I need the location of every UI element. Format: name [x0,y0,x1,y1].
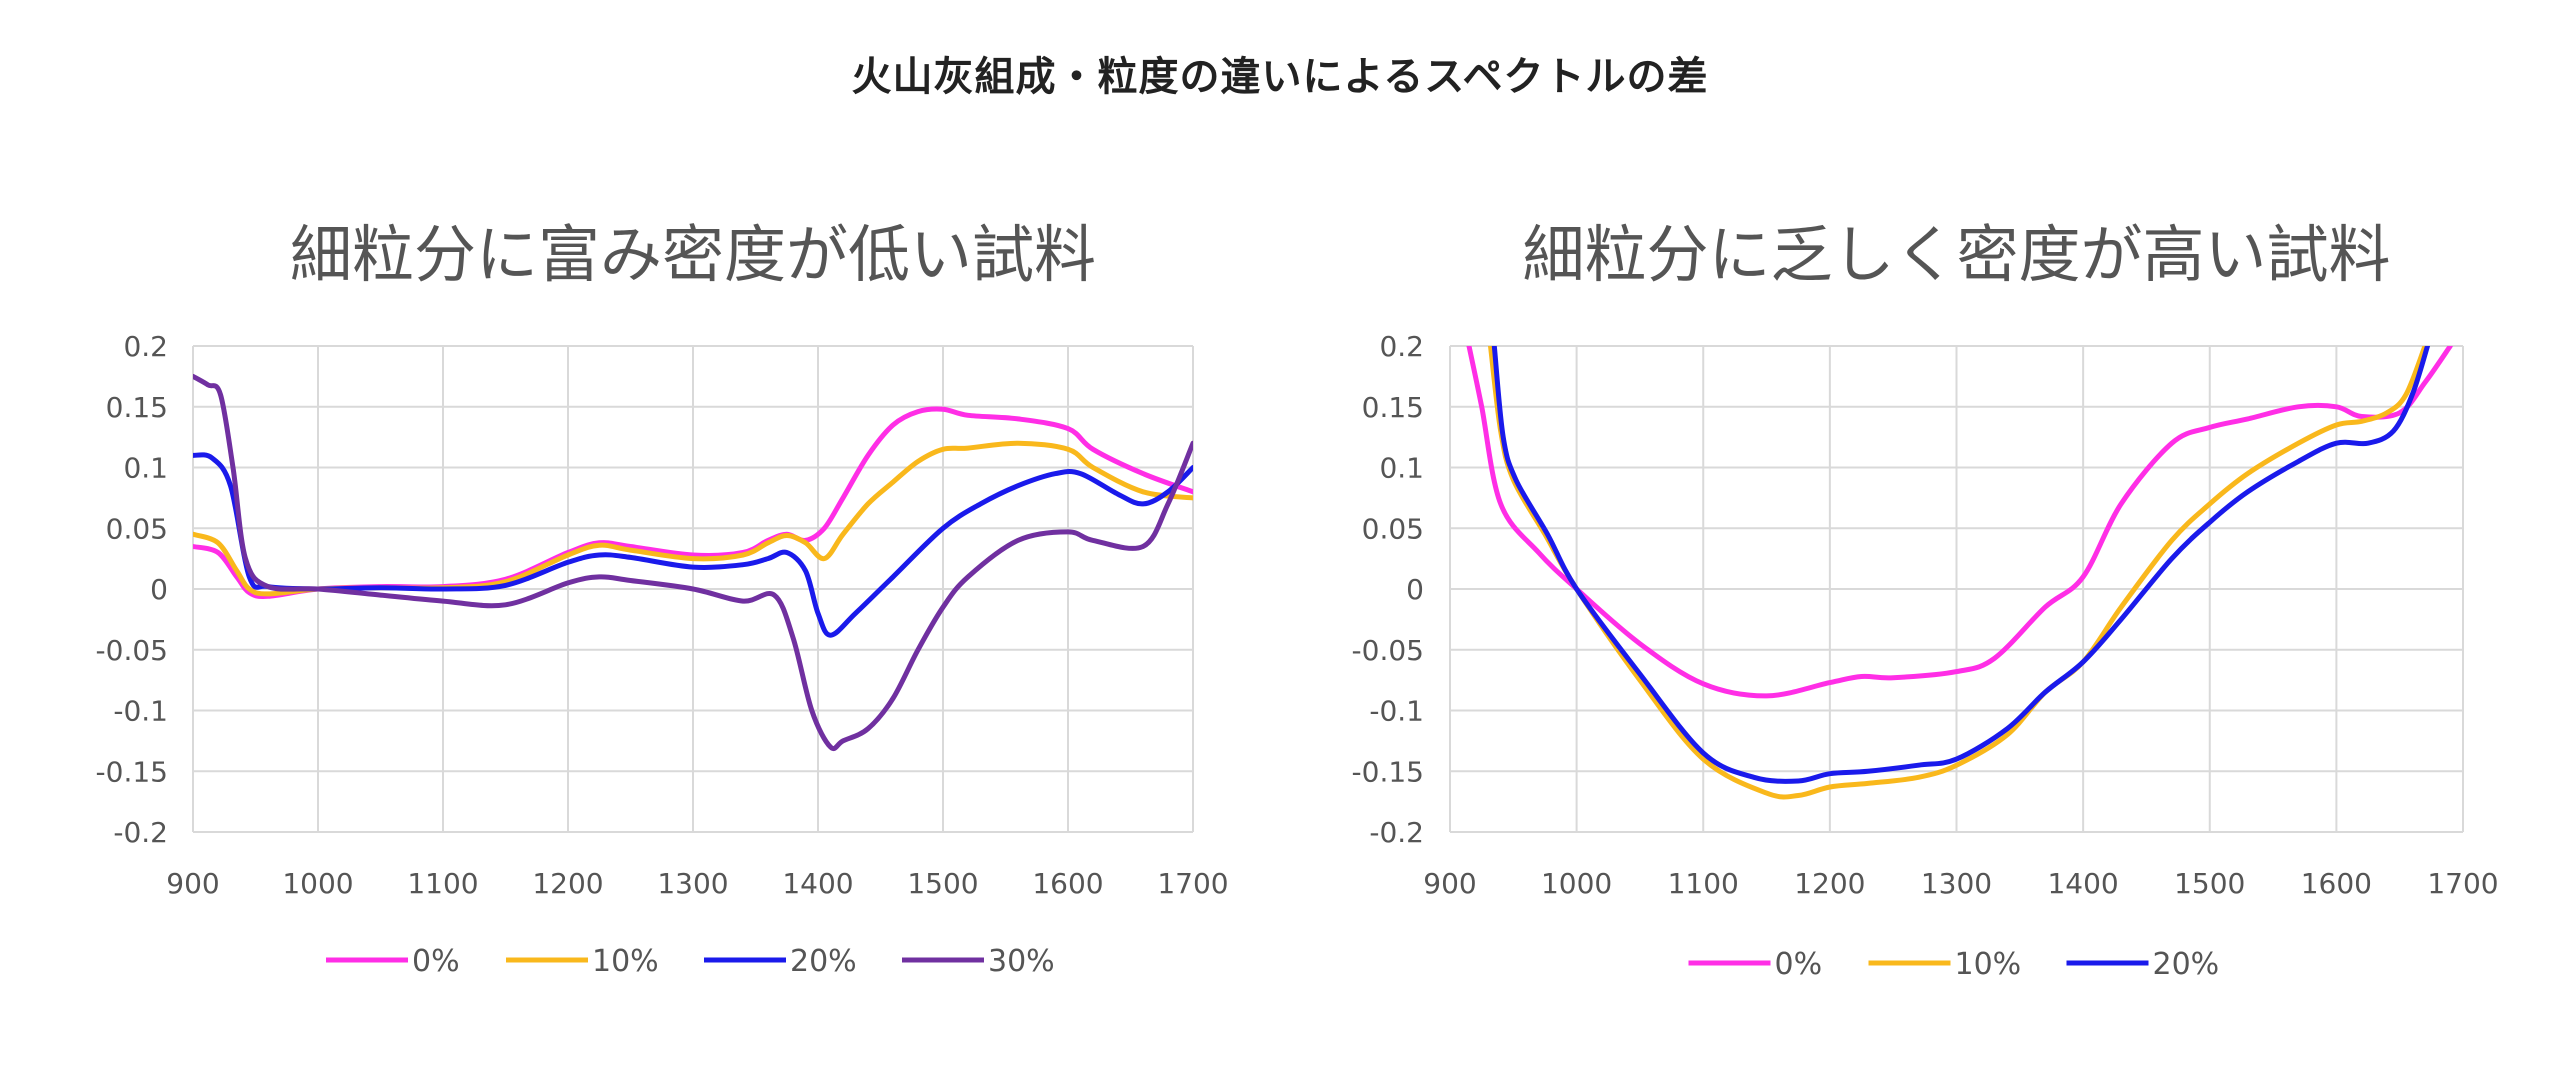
chart-left: 細粒分に富み密度が低い試料 900 1000 1100 1200 1300 1400 1500… [60,0,1260,1068]
x-tick-label: 900 [166,867,219,900]
chart-svg: 細粒分に富み密度が低い試料 900 1000 1100 1200 1300 1400 1500… [96,218,1229,979]
x-tick-label: 1000 [282,867,353,900]
y-tick-label: 0 [150,573,168,606]
legend-label: 30% [988,944,1055,979]
y-tick-label: 0.05 [1362,512,1424,545]
x-tick-label: 1400 [782,867,853,900]
series-line-10pct [1488,346,2428,800]
x-tick-label: 1500 [907,867,978,900]
y-tick-label: -0.2 [1369,816,1424,849]
chart-svg: 細粒分に乏しく密度が高い試料 900 1000 1100 1200 1300 1400 150… [1352,218,2499,982]
x-tick-label: 1200 [532,867,603,900]
x-tick-label: 1300 [1921,867,1992,900]
x-tick-label: 1600 [1032,867,1103,900]
y-tick-label: -0.05 [1352,634,1424,667]
legend-label: 0% [412,944,460,979]
legend: 0% 10% 20% 30% [326,944,1055,979]
legend: 0% 10% 20% [1688,947,2220,982]
chart-title: 細粒分に乏しく密度が高い試料 [1522,218,2390,291]
x-tick-label: 1100 [407,867,478,900]
y-tick-label: -0.1 [113,695,168,728]
y-tick-label: 0.2 [1379,330,1424,363]
x-tick-label: 1400 [2047,867,2118,900]
y-tick-label: 0.1 [123,452,168,485]
y-tick-label: 0.05 [106,512,168,545]
y-tick-label: -0.05 [96,634,168,667]
legend-label: 20% [790,944,857,979]
y-tick-label: -0.1 [1369,695,1424,728]
y-tick-label: -0.15 [96,755,168,788]
x-tick-label: 900 [1423,867,1476,900]
x-tick-label: 1000 [1541,867,1612,900]
y-tick-label: 0.15 [1362,391,1424,424]
y-tick-label: -0.15 [1352,755,1424,788]
y-tick-label: 0.15 [106,391,168,424]
legend-label: 10% [592,944,659,979]
x-tick-label: 1200 [1794,867,1865,900]
chart-title: 細粒分に富み密度が低い試料 [290,218,1096,291]
series-line-30pct [193,373,1193,752]
legend-label: 10% [1955,947,2022,982]
page-title: 火山灰組成・粒度の違いによるスペクトルの差 [851,54,1709,100]
x-tick-label: 1700 [2427,867,2498,900]
x-tick-label: 1100 [1668,867,1739,900]
y-tick-label: 0.2 [123,330,168,363]
y-tick-label: 0 [1406,573,1424,606]
x-tick-label: 1700 [1157,867,1228,900]
x-tick-label: 1500 [2174,867,2245,900]
legend-label: 20% [2153,947,2220,982]
x-tick-label: 1300 [657,867,728,900]
chart-right: 細粒分に乏しく密度が高い試料 900 1000 1100 1200 1300 1400 150… [1300,0,2560,1068]
y-tick-label: -0.2 [113,816,168,849]
y-tick-label: 0.1 [1379,452,1424,485]
series-group [1466,346,2453,800]
legend-label: 0% [1775,947,1823,982]
series-line-20pct [1491,346,2430,784]
series-group [193,373,1193,752]
x-tick-label: 1600 [2301,867,2372,900]
